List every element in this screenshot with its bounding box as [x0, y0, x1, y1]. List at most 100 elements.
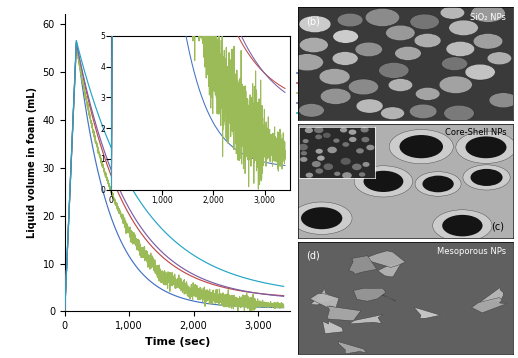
Circle shape	[441, 57, 468, 71]
Polygon shape	[310, 294, 339, 308]
Circle shape	[342, 172, 352, 179]
Polygon shape	[353, 288, 386, 301]
Circle shape	[303, 139, 309, 143]
Polygon shape	[376, 292, 396, 301]
Circle shape	[340, 127, 347, 132]
Circle shape	[466, 136, 507, 158]
Text: (c): (c)	[491, 221, 504, 231]
Circle shape	[415, 87, 440, 100]
Circle shape	[315, 149, 323, 154]
Polygon shape	[480, 287, 503, 303]
Polygon shape	[414, 307, 440, 318]
Circle shape	[465, 64, 495, 80]
Polygon shape	[311, 287, 338, 305]
Circle shape	[440, 6, 465, 19]
Polygon shape	[327, 306, 361, 321]
Circle shape	[317, 156, 325, 161]
Circle shape	[349, 79, 379, 95]
Circle shape	[352, 164, 362, 170]
Y-axis label: Liquid volume in foam (mL): Liquid volume in foam (mL)	[27, 87, 37, 238]
Text: Mesoporous NPs: Mesoporous NPs	[437, 247, 507, 256]
Polygon shape	[349, 315, 383, 324]
Polygon shape	[367, 251, 406, 267]
Circle shape	[299, 16, 331, 33]
Circle shape	[363, 162, 369, 167]
Circle shape	[319, 69, 350, 85]
Circle shape	[463, 165, 510, 190]
Circle shape	[361, 127, 369, 132]
Text: SiO₂ NPs: SiO₂ NPs	[470, 13, 507, 22]
Circle shape	[291, 54, 323, 71]
Circle shape	[333, 30, 358, 43]
Circle shape	[442, 215, 483, 236]
Circle shape	[300, 144, 354, 173]
Circle shape	[395, 47, 421, 61]
Circle shape	[320, 88, 351, 104]
Circle shape	[356, 99, 383, 113]
Circle shape	[362, 137, 369, 142]
Circle shape	[334, 171, 340, 176]
Circle shape	[298, 144, 308, 150]
Circle shape	[444, 105, 474, 121]
Circle shape	[449, 20, 478, 35]
Circle shape	[381, 107, 405, 120]
Circle shape	[299, 103, 324, 117]
Circle shape	[356, 148, 364, 154]
Circle shape	[386, 25, 415, 40]
Polygon shape	[338, 342, 367, 354]
Circle shape	[354, 166, 413, 197]
Circle shape	[471, 4, 505, 22]
Circle shape	[399, 135, 443, 158]
Circle shape	[342, 142, 349, 147]
Circle shape	[300, 157, 308, 162]
Circle shape	[312, 161, 321, 167]
Circle shape	[301, 207, 342, 229]
Circle shape	[379, 62, 409, 78]
Circle shape	[388, 79, 412, 91]
Polygon shape	[378, 262, 402, 277]
Polygon shape	[471, 297, 507, 313]
Circle shape	[355, 42, 382, 57]
Circle shape	[324, 164, 333, 170]
Circle shape	[365, 9, 399, 26]
Circle shape	[337, 13, 363, 27]
Circle shape	[366, 145, 375, 150]
Circle shape	[423, 176, 454, 192]
Text: (a): (a)	[414, 23, 435, 38]
Circle shape	[315, 135, 322, 139]
Circle shape	[299, 38, 328, 53]
Circle shape	[389, 130, 453, 164]
Circle shape	[446, 42, 474, 57]
Circle shape	[414, 34, 441, 48]
Circle shape	[306, 173, 313, 178]
Circle shape	[301, 151, 307, 155]
Circle shape	[489, 93, 517, 108]
Polygon shape	[323, 321, 343, 334]
Circle shape	[364, 171, 404, 192]
Circle shape	[323, 132, 330, 138]
Circle shape	[349, 130, 356, 135]
Circle shape	[305, 127, 313, 133]
Legend: 1%M440N, 1%M440N+1%M5, 1%M440N+1% non-porous, 1%M440N+1%Core-shell NPs, 1%M440N+: 1%M440N, 1%M440N+1%M5, 1%M440N+1% non-po…	[295, 68, 436, 120]
Polygon shape	[349, 256, 377, 274]
Circle shape	[332, 52, 358, 65]
Circle shape	[327, 147, 337, 153]
Circle shape	[333, 139, 340, 143]
Circle shape	[470, 169, 502, 186]
Circle shape	[291, 202, 352, 234]
Circle shape	[315, 168, 323, 174]
Circle shape	[473, 34, 502, 49]
Circle shape	[409, 104, 437, 118]
Circle shape	[314, 127, 323, 133]
Text: Core-Shell NPs: Core-Shell NPs	[445, 128, 507, 137]
Circle shape	[410, 14, 439, 29]
Circle shape	[349, 137, 356, 142]
Circle shape	[341, 158, 351, 165]
Circle shape	[456, 131, 516, 163]
Circle shape	[309, 148, 346, 168]
Text: (d): (d)	[307, 251, 320, 261]
Circle shape	[487, 52, 512, 65]
Circle shape	[433, 210, 492, 241]
Circle shape	[359, 172, 365, 177]
X-axis label: Time (sec): Time (sec)	[145, 337, 210, 347]
